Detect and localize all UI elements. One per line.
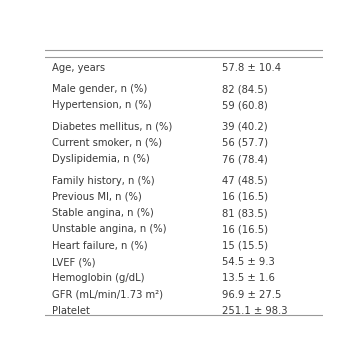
Text: Dyslipidemia, n (%): Dyslipidemia, n (%)	[52, 154, 150, 164]
Text: Heart failure, n (%): Heart failure, n (%)	[52, 241, 148, 251]
Text: Hemoglobin (g/dL): Hemoglobin (g/dL)	[52, 273, 144, 283]
Text: 47 (48.5): 47 (48.5)	[222, 176, 267, 185]
Text: Diabetes mellitus, n (%): Diabetes mellitus, n (%)	[52, 122, 172, 132]
Text: GFR (mL/min/1.73 m²): GFR (mL/min/1.73 m²)	[52, 290, 163, 300]
Text: Unstable angina, n (%): Unstable angina, n (%)	[52, 225, 166, 235]
Text: Previous MI, n (%): Previous MI, n (%)	[52, 192, 141, 202]
Text: Family history, n (%): Family history, n (%)	[52, 176, 154, 185]
Text: 57.8 ± 10.4: 57.8 ± 10.4	[222, 63, 280, 73]
Text: 76 (78.4): 76 (78.4)	[222, 154, 267, 164]
Text: 82 (84.5): 82 (84.5)	[222, 84, 267, 94]
Text: LVEF (%): LVEF (%)	[52, 257, 95, 267]
Text: 59 (60.8): 59 (60.8)	[222, 100, 267, 110]
Text: Hypertension, n (%): Hypertension, n (%)	[52, 100, 151, 110]
Text: 16 (16.5): 16 (16.5)	[222, 225, 267, 235]
Text: Platelet: Platelet	[52, 306, 90, 316]
Text: Current smoker, n (%): Current smoker, n (%)	[52, 138, 162, 148]
Text: Age, years: Age, years	[52, 63, 105, 73]
Text: 251.1 ± 98.3: 251.1 ± 98.3	[222, 306, 287, 316]
Text: 54.5 ± 9.3: 54.5 ± 9.3	[222, 257, 274, 267]
Text: 96.9 ± 27.5: 96.9 ± 27.5	[222, 290, 281, 300]
Text: 13.5 ± 1.6: 13.5 ± 1.6	[222, 273, 274, 283]
Text: 39 (40.2): 39 (40.2)	[222, 122, 267, 132]
Text: 16 (16.5): 16 (16.5)	[222, 192, 267, 202]
Text: Stable angina, n (%): Stable angina, n (%)	[52, 208, 154, 218]
Text: 56 (57.7): 56 (57.7)	[222, 138, 267, 148]
Text: 15 (15.5): 15 (15.5)	[222, 241, 267, 251]
Text: Male gender, n (%): Male gender, n (%)	[52, 84, 147, 94]
Text: 81 (83.5): 81 (83.5)	[222, 208, 267, 218]
